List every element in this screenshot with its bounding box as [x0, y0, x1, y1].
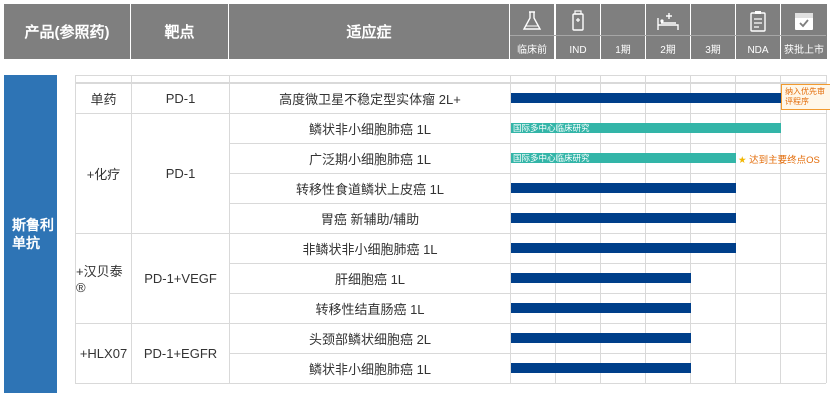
stage-header-1: IND [556, 4, 600, 59]
header-target: 靶点 [131, 4, 228, 59]
progress-bar [511, 243, 736, 253]
group-target: PD-1 [165, 90, 196, 106]
stage-header-3: 2期 [646, 4, 690, 59]
header-indication: 适应症 [229, 4, 509, 59]
progress-bar [511, 93, 781, 103]
group-target: PD-1 [165, 165, 196, 181]
stage-header-6: 获批上市 [781, 4, 827, 59]
stage-header-4: 3期 [691, 4, 735, 59]
priority-review-note: 纳入优先审评程序 [781, 84, 830, 110]
header-product: 产品(参照药) [4, 4, 130, 59]
progress-bar [511, 333, 691, 343]
stage-header-0: 临床前 [510, 4, 554, 59]
endpoint-note-text: 达到主要终点OS [749, 155, 820, 166]
bar-label: 国际多中心临床研究 [513, 123, 590, 133]
group-combo: +化疗 [86, 166, 121, 182]
group-combo: +汉贝泰® [76, 264, 123, 295]
indication-label: 肝细胞癌 1L [334, 271, 406, 287]
progress-bar [511, 123, 781, 133]
stage-header-2: 1期 [601, 4, 645, 59]
progress-bar [511, 363, 691, 373]
lab-bottle-icon [566, 10, 590, 32]
group-combo: 单药 [90, 91, 117, 107]
indication-label: 高度微卫星不稳定型实体瘤 2L+ [279, 91, 461, 107]
indication-label: 非鳞状非小细胞肺癌 1L [302, 241, 438, 257]
stage-label: 临床前 [517, 45, 547, 56]
stage-label: 1期 [615, 45, 631, 56]
star-icon: ★ [738, 155, 750, 166]
approved-box-icon [792, 10, 816, 32]
progress-bar [511, 273, 691, 283]
stage-label: 获批上市 [784, 45, 824, 56]
progress-bar [511, 153, 736, 163]
progress-bar [511, 183, 736, 193]
clipboard-icon [746, 10, 770, 32]
header-product-label: 产品(参照药) [24, 24, 110, 41]
indication-label: 鳞状非小细胞肺癌 1L [308, 361, 432, 377]
indication-label: 胃癌 新辅助/辅助 [320, 211, 420, 227]
indication-label: 鳞状非小细胞肺癌 1L [308, 121, 432, 137]
progress-bar [511, 213, 736, 223]
header-target-label: 靶点 [164, 24, 195, 41]
stage-label: 3期 [705, 45, 721, 56]
group-target: PD-1+EGFR [143, 345, 218, 361]
progress-bar [511, 303, 691, 313]
stage-label: 2期 [660, 45, 676, 56]
indication-label: 转移性结直肠癌 1L [315, 301, 425, 317]
drug-name: 斯鲁利 单抗 [4, 75, 57, 393]
endpoint-note: ★ 达到主要终点OS [738, 152, 820, 166]
stage-header-5: NDA [736, 4, 780, 59]
flask-icon [520, 10, 544, 32]
group-combo: +HLX07 [79, 345, 128, 361]
stage-label: IND [569, 45, 587, 56]
indication-label: 头颈部鳞状细胞癌 2L [308, 331, 432, 347]
stage-label: NDA [747, 45, 769, 56]
bar-label: 国际多中心临床研究 [513, 153, 590, 163]
group-target: PD-1+VEGF [144, 270, 217, 286]
header-indication-label: 适应症 [346, 24, 392, 41]
hospital-bed-icon [656, 10, 680, 32]
indication-label: 广泛期小细胞肺癌 1L [308, 151, 432, 167]
stage-header-divider [510, 35, 826, 36]
indication-label: 转移性食道鳞状上皮癌 1L [295, 181, 445, 197]
